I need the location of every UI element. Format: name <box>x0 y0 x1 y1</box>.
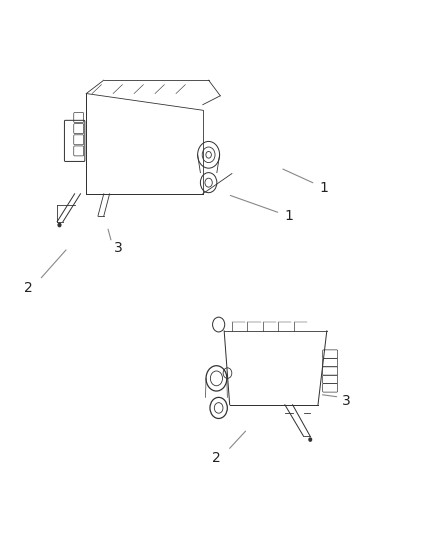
Text: 1: 1 <box>320 181 328 195</box>
Circle shape <box>309 438 311 441</box>
Text: 2: 2 <box>24 281 33 295</box>
Text: 3: 3 <box>342 394 350 408</box>
Text: 1: 1 <box>285 209 293 223</box>
Text: 2: 2 <box>212 451 221 465</box>
Circle shape <box>58 223 61 227</box>
Text: 3: 3 <box>114 241 123 255</box>
